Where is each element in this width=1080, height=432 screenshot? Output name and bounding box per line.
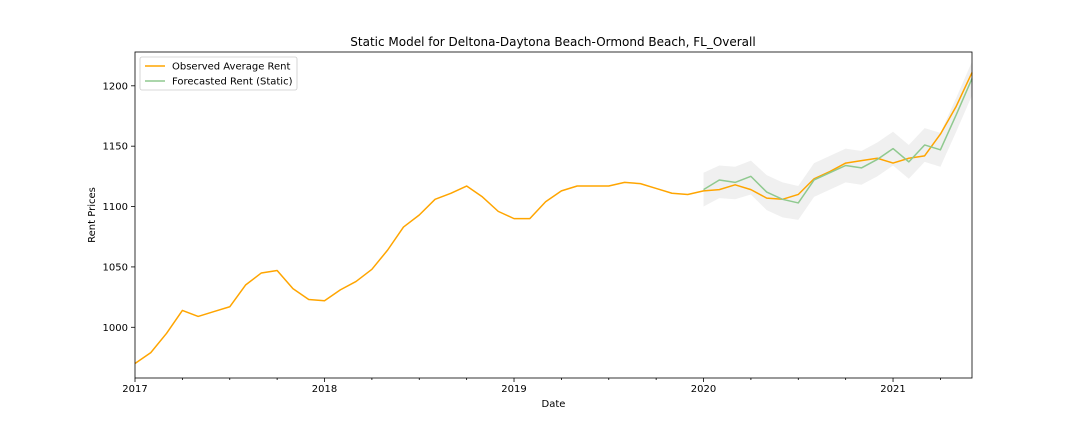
y-tick-label: 1150	[103, 142, 128, 153]
x-axis-label: Date	[542, 399, 566, 410]
series-line-forecast	[703, 78, 973, 204]
x-tick-label: 2020	[691, 384, 716, 395]
plot-area	[134, 61, 973, 365]
chart-title: Static Model for Deltona-Daytona Beach-O…	[350, 35, 755, 49]
y-tick-label: 1100	[103, 202, 128, 213]
y-tick-label: 1000	[103, 323, 128, 334]
plot-frame	[134, 51, 973, 379]
y-axis: 1000 1050 1100 1150 1200	[103, 81, 135, 334]
y-tick-label: 1050	[103, 262, 128, 273]
x-tick-label: 2021	[880, 384, 905, 395]
y-axis-label: Rent Prices	[87, 187, 98, 243]
legend-box	[139, 56, 298, 91]
forecast-confidence-band	[703, 61, 972, 220]
x-tick-label: 2019	[501, 384, 526, 395]
y-tick-label: 1200	[103, 81, 128, 92]
legend-label-forecast: Forecasted Rent (Static)	[172, 77, 293, 88]
x-tick-label: 2017	[122, 384, 147, 395]
legend-label-observed: Observed Average Rent	[172, 62, 291, 73]
x-tick-label: 2018	[312, 384, 337, 395]
legend: Observed Average Rent Forecasted Rent (S…	[139, 56, 298, 91]
x-axis: 2017 2018 2019 2020 2021	[122, 378, 941, 395]
series-line-observed	[134, 72, 973, 365]
